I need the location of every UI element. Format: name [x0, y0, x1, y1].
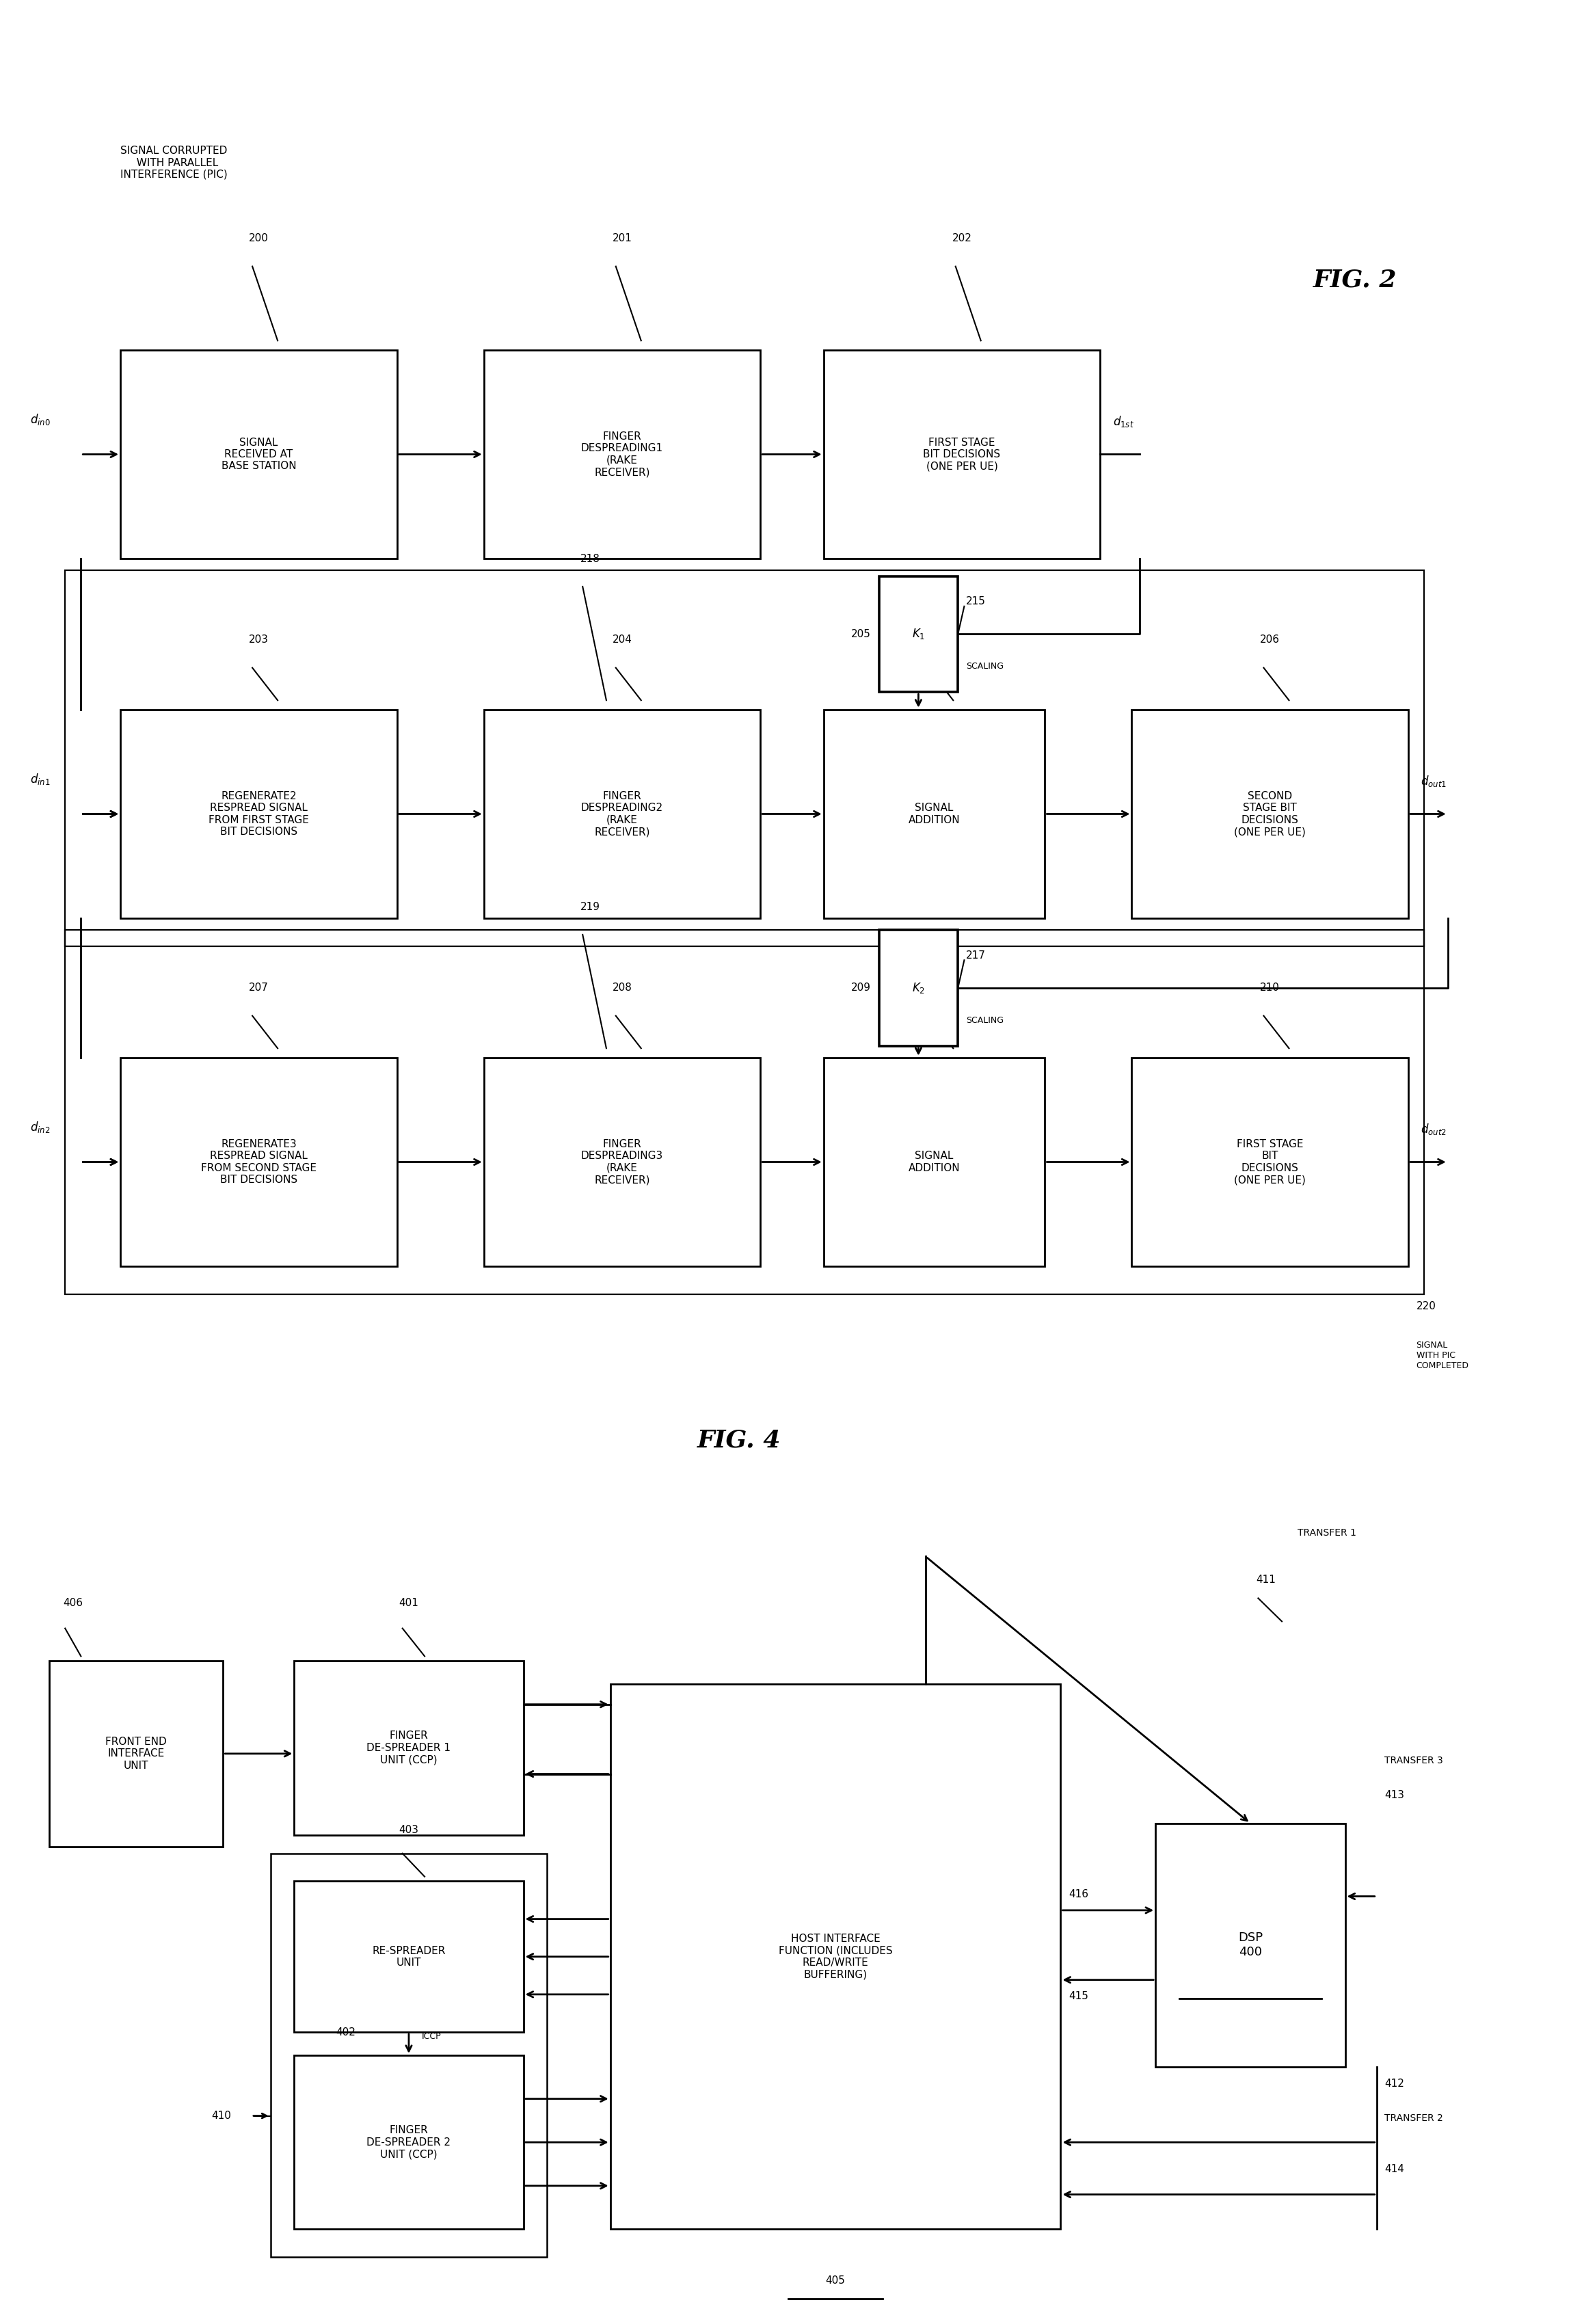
Text: 414: 414 [1384, 2164, 1405, 2175]
Bar [49, 1662, 223, 1848]
Text: 206: 206 [1261, 634, 1280, 646]
Text: 205: 205 [925, 634, 944, 646]
Bar [1131, 709, 1408, 918]
Text: $d_{1st}$: $d_{1st}$ [1114, 414, 1134, 430]
Text: 406: 406 [63, 1597, 82, 1608]
Text: FIG. 2: FIG. 2 [1313, 270, 1397, 293]
Text: ICCP: ICCP [421, 2031, 440, 2040]
Text: DSP
400: DSP 400 [1239, 1931, 1262, 1959]
Text: 410: 410 [211, 2110, 231, 2122]
Text: 210: 210 [1261, 983, 1280, 992]
Text: FINGER
DE-SPREADER 1
UNIT (CCP): FINGER DE-SPREADER 1 UNIT (CCP) [367, 1731, 451, 1764]
Bar [65, 930, 1424, 1294]
Text: 220: 220 [1416, 1301, 1437, 1311]
Text: 201: 201 [613, 232, 632, 244]
Text: 209: 209 [851, 983, 871, 992]
Bar [295, 2054, 523, 2229]
Text: SECOND
STAGE BIT
DECISIONS
(ONE PER UE): SECOND STAGE BIT DECISIONS (ONE PER UE) [1234, 790, 1305, 837]
Text: 416: 416 [1069, 1889, 1088, 1899]
Text: REGENERATE2
RESPREAD SIGNAL
FROM FIRST STAGE
BIT DECISIONS: REGENERATE2 RESPREAD SIGNAL FROM FIRST S… [209, 790, 309, 837]
Text: 401: 401 [399, 1597, 418, 1608]
Bar [879, 930, 958, 1046]
Bar [65, 569, 1424, 946]
Bar [483, 709, 760, 918]
Text: FINGER
DESPREADING1
(RAKE
RECEIVER): FINGER DESPREADING1 (RAKE RECEIVER) [581, 432, 664, 476]
Bar [120, 709, 398, 918]
Text: TRANSFER 3: TRANSFER 3 [1384, 1755, 1443, 1766]
Bar [610, 1685, 1061, 2229]
Text: SCALING: SCALING [966, 1016, 1003, 1025]
Bar [483, 351, 760, 558]
Bar [1155, 1824, 1345, 2066]
Text: FIRST STAGE
BIT DECISIONS
(ONE PER UE): FIRST STAGE BIT DECISIONS (ONE PER UE) [923, 437, 1001, 472]
Text: 219: 219 [581, 902, 600, 911]
Text: 207: 207 [249, 983, 269, 992]
Bar [824, 351, 1101, 558]
Text: 411: 411 [1256, 1573, 1277, 1585]
Text: 204: 204 [613, 634, 632, 646]
Text: 208: 208 [613, 983, 632, 992]
Text: 403: 403 [399, 1824, 418, 1836]
Bar [483, 1057, 760, 1267]
Text: SCALING: SCALING [966, 662, 1003, 672]
Bar [120, 1057, 398, 1267]
Bar [120, 351, 398, 558]
Text: RE-SPREADER
UNIT: RE-SPREADER UNIT [372, 1945, 445, 1968]
Text: FIRST STAGE
BIT
DECISIONS
(ONE PER UE): FIRST STAGE BIT DECISIONS (ONE PER UE) [1234, 1139, 1305, 1185]
Bar [824, 1057, 1045, 1267]
Text: 217: 217 [966, 951, 985, 960]
Bar [295, 1662, 523, 1836]
Text: 200: 200 [249, 232, 269, 244]
Bar [879, 576, 958, 693]
Text: $K_2$: $K_2$ [912, 981, 925, 995]
Text: HOST INTERFACE
FUNCTION (INCLUDES
READ/WRITE
BUFFERING): HOST INTERFACE FUNCTION (INCLUDES READ/W… [778, 1934, 892, 1980]
Text: FINGER
DE-SPREADER 2
UNIT (CCP): FINGER DE-SPREADER 2 UNIT (CCP) [367, 2124, 451, 2159]
Text: REGENERATE3
RESPREAD SIGNAL
FROM SECOND STAGE
BIT DECISIONS: REGENERATE3 RESPREAD SIGNAL FROM SECOND … [201, 1139, 317, 1185]
Text: 209: 209 [925, 983, 944, 992]
Text: 402: 402 [336, 2027, 355, 2038]
Text: 413: 413 [1384, 1789, 1405, 1801]
Text: $d_{out1}$: $d_{out1}$ [1421, 774, 1446, 788]
Text: $d_{in2}$: $d_{in2}$ [30, 1120, 51, 1134]
Text: 203: 203 [249, 634, 269, 646]
Bar [1131, 1057, 1408, 1267]
Text: SIGNAL
RECEIVED AT
BASE STATION: SIGNAL RECEIVED AT BASE STATION [222, 437, 296, 472]
Text: SIGNAL
ADDITION: SIGNAL ADDITION [908, 802, 960, 825]
Text: $d_{in1}$: $d_{in1}$ [30, 772, 51, 786]
Text: SIGNAL
WITH PIC
COMPLETED: SIGNAL WITH PIC COMPLETED [1416, 1341, 1468, 1371]
Text: $d_{in0}$: $d_{in0}$ [30, 411, 51, 428]
Text: FINGER
DESPREADING3
(RAKE
RECEIVER): FINGER DESPREADING3 (RAKE RECEIVER) [581, 1139, 664, 1185]
Bar [824, 709, 1045, 918]
Text: SIGNAL CORRUPTED
  WITH PARALLEL
INTERFERENCE (PIC): SIGNAL CORRUPTED WITH PARALLEL INTERFERE… [120, 146, 228, 179]
Text: 202: 202 [952, 232, 971, 244]
Text: $K_1$: $K_1$ [912, 627, 925, 641]
Text: TRANSFER 1: TRANSFER 1 [1297, 1529, 1356, 1538]
Text: FIG. 4: FIG. 4 [697, 1429, 781, 1452]
Text: FINGER
DESPREADING2
(RAKE
RECEIVER): FINGER DESPREADING2 (RAKE RECEIVER) [581, 790, 664, 837]
Text: FRONT END
INTERFACE
UNIT: FRONT END INTERFACE UNIT [106, 1736, 166, 1771]
Text: 205: 205 [851, 630, 871, 639]
Text: SIGNAL
ADDITION: SIGNAL ADDITION [908, 1150, 960, 1174]
Text: $d_{out2}$: $d_{out2}$ [1421, 1122, 1446, 1136]
Bar [295, 1880, 523, 2031]
Text: TRANSFER 2: TRANSFER 2 [1384, 2113, 1443, 2122]
Text: 412: 412 [1384, 2078, 1405, 2089]
Text: 218: 218 [581, 553, 600, 565]
Bar [271, 1855, 546, 2257]
Text: 215: 215 [966, 597, 985, 607]
Text: 415: 415 [1069, 1992, 1088, 2001]
Text: 405: 405 [825, 2275, 846, 2284]
